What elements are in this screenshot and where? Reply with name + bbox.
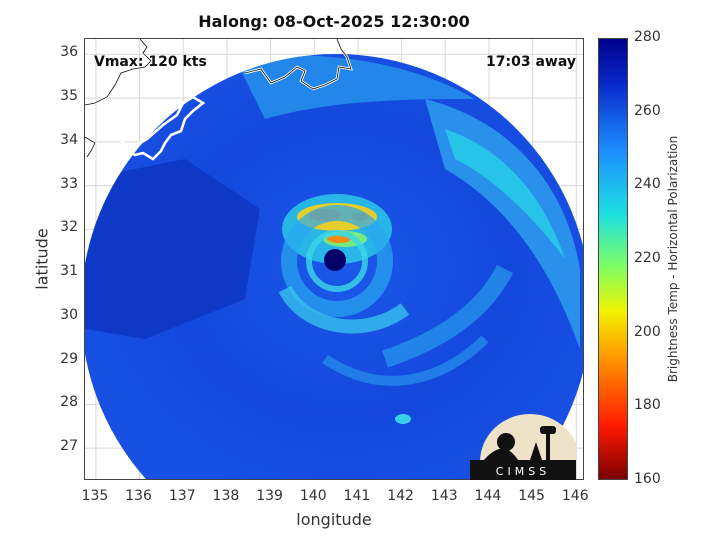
x-tick-146: 146 xyxy=(561,488,589,504)
x-axis-label: longitude xyxy=(296,510,372,529)
colorbar-label: Brightness Temp - Horizontal Polarizatio… xyxy=(666,135,680,383)
y-tick-33: 33 xyxy=(60,175,78,192)
x-tick-136: 136 xyxy=(125,488,152,504)
x-tick-138: 138 xyxy=(212,488,240,504)
y-tick-30: 30 xyxy=(60,306,78,323)
vmax-annotation: Vmax: 120 kts xyxy=(94,54,207,70)
x-tick-135: 135 xyxy=(81,488,109,504)
y-tick-36: 36 xyxy=(60,44,78,61)
y-tick-34: 34 xyxy=(60,131,78,148)
satellite-map xyxy=(85,39,583,479)
colorbar-tick-220: 220 xyxy=(634,250,661,266)
colorbar-tick-200: 200 xyxy=(634,323,661,340)
y-tick-27: 27 xyxy=(60,438,78,455)
x-tick-140: 140 xyxy=(299,488,327,504)
colorbar-tick-240: 240 xyxy=(634,176,661,193)
map-plot-area[interactable] xyxy=(84,38,584,480)
y-axis-label: latitude xyxy=(32,228,52,290)
cimss-logo: CIMSS xyxy=(470,412,580,510)
colorbar-tick-280: 280 xyxy=(634,29,661,45)
x-tick-145: 145 xyxy=(518,488,545,504)
y-tick-28: 28 xyxy=(60,394,78,411)
colorbar xyxy=(598,38,628,480)
colorbar-tick-160: 160 xyxy=(634,471,661,487)
x-tick-141: 141 xyxy=(343,488,371,504)
x-tick-139: 139 xyxy=(256,488,283,504)
y-tick-32: 32 xyxy=(60,219,78,236)
x-tick-144: 144 xyxy=(474,488,502,504)
microwave-swath xyxy=(85,54,583,479)
x-tick-142: 142 xyxy=(387,488,414,504)
x-tick-143: 143 xyxy=(430,488,458,504)
y-tick-31: 31 xyxy=(60,263,78,280)
time-away-annotation: 17:03 away xyxy=(486,54,576,70)
plot-title: Halong: 08-Oct-2025 12:30:00 xyxy=(198,12,470,31)
y-tick-29: 29 xyxy=(60,350,78,367)
colorbar-tick-260: 260 xyxy=(634,102,661,119)
svg-text:CIMSS: CIMSS xyxy=(496,465,550,478)
x-tick-137: 137 xyxy=(168,488,196,504)
colorbar-tick-180: 180 xyxy=(634,397,661,414)
y-tick-35: 35 xyxy=(60,88,78,105)
